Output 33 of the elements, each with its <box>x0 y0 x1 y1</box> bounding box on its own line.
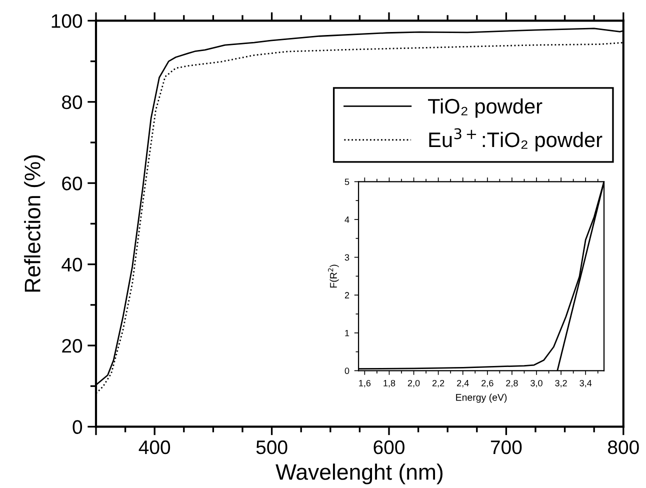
x-tick-label: 3,4 <box>580 380 592 388</box>
x-tick-label: 2,8 <box>506 380 518 388</box>
x-tick-label: 700 <box>490 440 522 454</box>
y-tick-label: 3 <box>344 254 350 261</box>
x-tick-label: 2,2 <box>432 380 444 388</box>
y-axis-title: F(R$^{2}$) <box>328 264 339 288</box>
x-tick-label: 3,2 <box>555 380 567 388</box>
y-tick-label: 40 <box>62 258 82 272</box>
y-tick-label: 100 <box>52 14 82 28</box>
y-tick-label: 80 <box>62 95 82 110</box>
y-tick-label: 20 <box>62 338 82 353</box>
y-tick-label: 60 <box>62 176 82 190</box>
x-tick-label: 1,6 <box>359 380 371 388</box>
legend-label: TiO₂ powder <box>428 98 542 118</box>
y-tick-label: 0 <box>72 420 82 434</box>
x-tick-label: 800 <box>608 440 639 454</box>
y-tick-label: 0 <box>344 368 350 374</box>
x-tick-label: 2,0 <box>408 380 420 388</box>
x-tick-label: 3,0 <box>530 380 542 388</box>
y-tick-label: 4 <box>344 216 350 223</box>
y-axis-title: Reflection (%) <box>24 155 45 292</box>
x-tick-label: 2,4 <box>457 380 469 388</box>
x-tick-label: 400 <box>138 440 170 454</box>
x-tick-label: 500 <box>256 440 288 454</box>
y-tick-label: 1 <box>345 330 350 336</box>
legend-label: Eu$^{3+}$:TiO₂ powder <box>429 128 602 152</box>
x-tick-label: 1,8 <box>384 380 396 388</box>
x-tick-label: 600 <box>374 440 404 454</box>
x-tick-label: 2,6 <box>482 380 494 388</box>
x-axis-title: Energy (eV) <box>456 394 507 403</box>
y-tick-label: 2 <box>344 292 350 298</box>
y-tick-label: 5 <box>344 178 350 186</box>
x-axis-title: Wavelenght (nm) <box>276 464 442 484</box>
